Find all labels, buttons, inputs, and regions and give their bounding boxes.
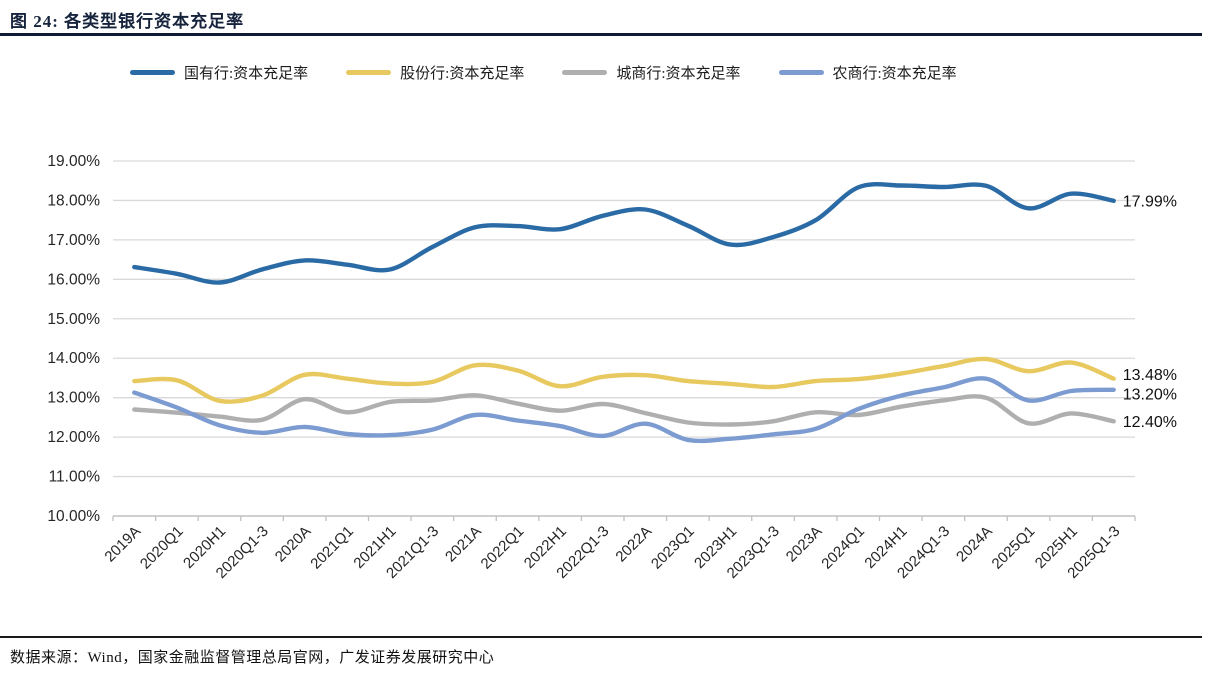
legend-label: 农商行:资本充足率 [832,66,957,82]
x-axis-tick-label: 2021Q1 [307,523,357,573]
legend-swatch-icon [562,70,608,75]
y-axis-tick-label: 10.00% [47,508,100,525]
chart-svg: 19.00% 18.00% 17.00% 16.00% 15.00% 14.00% 13.0… [47,153,1177,582]
legend-item-3: 农商行:资本充足率 [778,62,957,83]
legend-label: 国有行:资本充足率 [184,66,309,82]
series-line-1 [132,356,1116,404]
series-end-label-2: 12.40% [1123,414,1177,431]
legend-swatch-icon [346,70,392,75]
source-text: 数据来源：Wind，国家金融监督管理总局官网，广发证券发展研究中心 [10,650,495,666]
x-axis-tick-label: 2025Q1 [989,523,1039,573]
title-underline [0,33,1202,36]
y-axis-tick-label: 13.00% [47,390,100,407]
legend-item-2: 城商行:资本充足率 [562,62,741,83]
y-axis-tick-label: 19.00% [47,153,100,170]
chart-legend: 国有行:资本充足率 股份行:资本充足率 城商行:资本充足率 农商行:资本充足率 [130,62,995,83]
x-axis-tick-label: 2022Q1 [478,523,528,573]
y-axis-tick-label: 11.00% [49,469,101,486]
x-axis-tick-label: 2024Q1 [818,523,868,573]
x-axis-tick-label: 2020Q1 [137,523,187,573]
y-axis-tick-label: 15.00% [47,311,100,328]
series-end-label-0: 17.99% [1123,193,1177,210]
series-line-2 [132,393,1116,427]
source-divider [0,636,1202,638]
y-axis-tick-label: 18.00% [47,192,100,209]
legend-item-1: 股份行:资本充足率 [346,62,524,83]
y-axis-tick-label: 16.00% [47,271,100,288]
y-axis-tick-label: 17.00% [47,232,100,249]
series-end-label-3: 13.20% [1123,386,1177,403]
chart-area: 19.00% 18.00% 17.00% 16.00% 15.00% 14.00% 13.0… [0,140,1209,640]
legend-label: 城商行:资本充足率 [616,66,741,82]
y-axis-tick-label: 12.00% [47,429,100,446]
legend-label: 股份行:资本充足率 [400,66,525,82]
x-axis-tick-label: 2023Q1 [648,523,698,573]
legend-swatch-icon [778,70,824,75]
figure-title: 图 24: 各类型银行资本充足率 [10,12,245,31]
series-line-0 [132,182,1116,285]
legend-item-0: 国有行:资本充足率 [130,62,308,83]
y-axis-tick-label: 14.00% [47,350,100,367]
series-end-label-1: 13.48% [1123,367,1177,384]
series-line-3 [132,376,1116,444]
legend-swatch-icon [130,70,175,75]
